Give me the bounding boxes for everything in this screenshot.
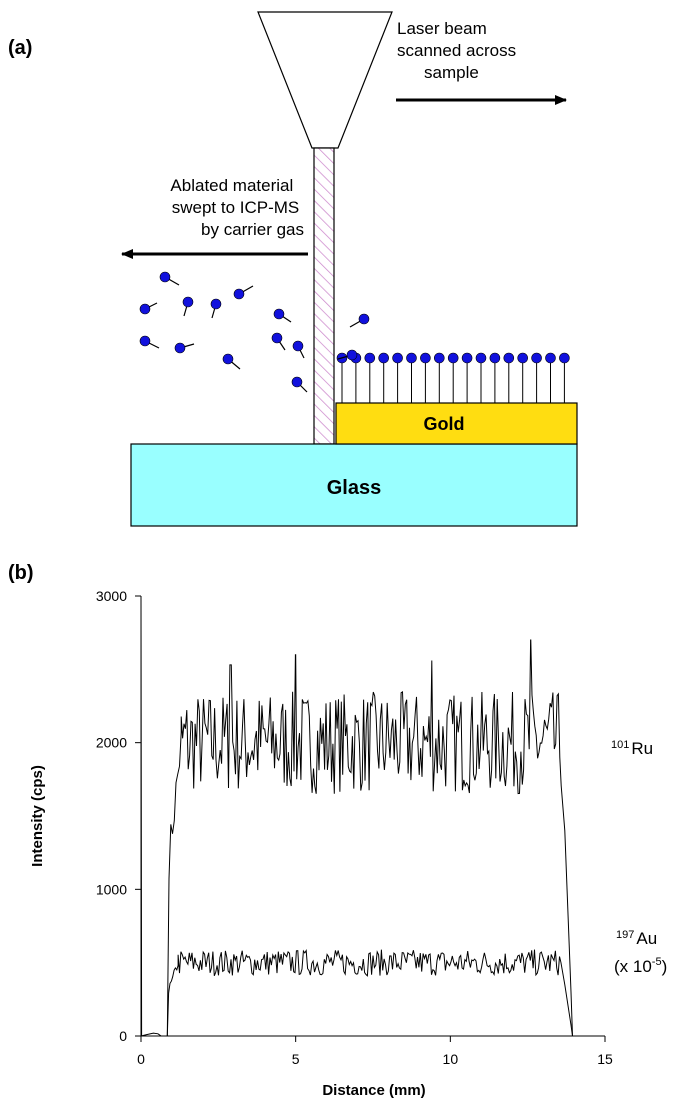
y-axis-ticks: 0 1000 2000 3000 <box>96 588 141 1044</box>
glass-substrate <box>130 443 578 527</box>
surface-molecule <box>545 352 556 403</box>
gold-layer <box>335 402 578 445</box>
ablated-molecule <box>159 271 180 286</box>
laser-nozzle <box>257 11 393 149</box>
ablated-molecule <box>182 296 194 317</box>
series-au-label: 197 Au <box>616 929 657 948</box>
surface-molecule <box>420 352 431 403</box>
surface-molecule <box>489 352 501 403</box>
surface-molecule <box>350 352 362 403</box>
series-au-line <box>140 949 573 1037</box>
y-tick-label: 1000 <box>96 881 127 897</box>
series-au-scale: (x 10-5) <box>614 956 667 976</box>
ablated-molecule <box>271 332 286 351</box>
gold-label: Gold <box>424 414 465 434</box>
ablated-molecule <box>349 313 370 328</box>
ablated-molecule <box>222 353 241 370</box>
ablated-molecule <box>337 349 358 361</box>
surface-molecule <box>392 352 403 403</box>
ablated-molecule <box>139 335 160 349</box>
x-axis-label: Distance (mm) <box>322 1082 425 1099</box>
surface-molecule <box>517 352 529 403</box>
ablated-molecule <box>273 308 292 323</box>
beam-scan-label: Laser beam scanned across sample <box>397 19 521 82</box>
panel-b: (b) 0 1000 2000 3000 0 5 10 15 Distance (mm) I… <box>8 562 667 1099</box>
ablated-molecules <box>139 271 370 393</box>
surface-molecule <box>336 352 348 403</box>
ablated-molecule <box>139 302 158 315</box>
surface-molecule <box>503 352 515 403</box>
surface-molecule <box>364 352 376 403</box>
surface-molecule <box>406 352 417 403</box>
ablated-molecule <box>174 342 195 354</box>
ablated-molecule <box>210 298 222 319</box>
ablated-molecule <box>233 285 254 300</box>
panel-b-label: (b) <box>8 562 34 584</box>
surface-monolayer <box>336 352 570 403</box>
surface-molecule <box>447 352 459 403</box>
surface-molecule <box>531 352 542 403</box>
glass-label: Glass <box>327 477 381 499</box>
y-tick-label: 3000 <box>96 588 127 604</box>
x-tick-label: 15 <box>597 1051 613 1067</box>
series-ru-line <box>140 595 573 1037</box>
x-tick-label: 10 <box>443 1051 459 1067</box>
surface-molecule <box>559 352 570 403</box>
x-tick-label: 0 <box>137 1051 145 1067</box>
surface-molecule <box>378 352 390 403</box>
laser-beam <box>313 147 335 445</box>
y-axis-label: Intensity (cps) <box>29 765 46 867</box>
surface-molecule <box>461 352 473 403</box>
x-axis-ticks: 0 5 10 15 <box>137 1036 613 1067</box>
panel-a-label: (a) <box>8 37 32 59</box>
ablated-molecule <box>292 340 305 359</box>
panel-a: (a) Laser beam scanned across sample Abl… <box>8 11 578 527</box>
series-ru-label: 101 Ru <box>611 739 653 758</box>
surface-molecule <box>433 352 445 403</box>
ablated-molecule <box>291 376 308 393</box>
surface-molecule <box>475 352 487 403</box>
y-tick-label: 0 <box>119 1028 127 1044</box>
y-tick-label: 2000 <box>96 735 127 751</box>
x-tick-label: 5 <box>292 1051 300 1067</box>
ablation-label: Ablated material swept to ICP-MS by carr… <box>170 176 304 239</box>
